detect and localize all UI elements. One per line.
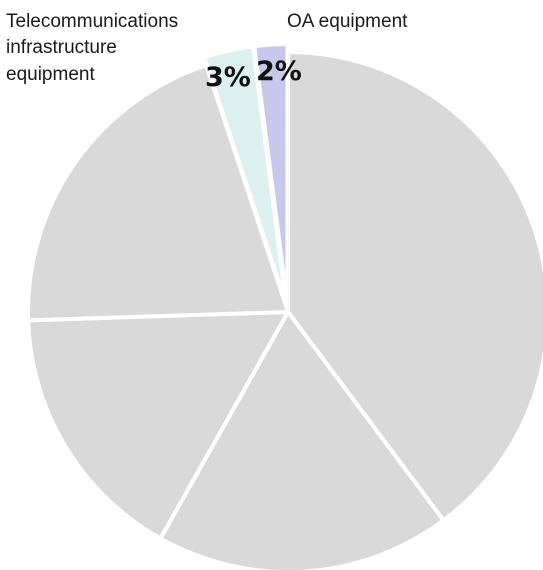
slice-2: [158, 310, 446, 570]
data-label-oa: 2%: [256, 56, 302, 87]
slice-1: [286, 50, 543, 523]
pie-slices: [26, 42, 543, 570]
label-telecom-line-3: equipment: [6, 64, 95, 85]
slice-4: [26, 63, 290, 323]
label-oa-equipment: OA equipment: [287, 11, 408, 32]
label-telecom-line-1: Telecommunications: [6, 11, 178, 32]
slice-3: [26, 310, 290, 541]
data-label-telecom: 3%: [205, 62, 251, 93]
slice-oa: [252, 42, 290, 307]
label-telecom-line-2: infrastructure: [6, 37, 117, 58]
